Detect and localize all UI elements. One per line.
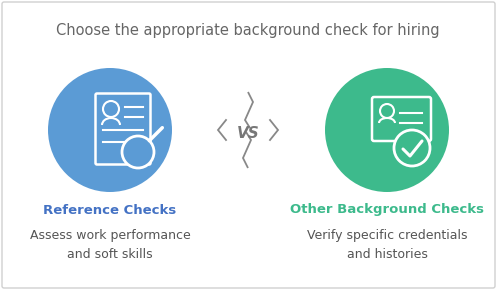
Circle shape <box>103 101 119 117</box>
Text: Verify specific credentials
and histories: Verify specific credentials and historie… <box>307 229 467 261</box>
FancyBboxPatch shape <box>372 97 431 141</box>
Text: Other Background Checks: Other Background Checks <box>290 204 484 217</box>
Text: VS: VS <box>237 126 259 140</box>
Circle shape <box>394 130 430 166</box>
Text: Choose the appropriate background check for hiring: Choose the appropriate background check … <box>56 23 440 37</box>
Circle shape <box>122 136 154 168</box>
FancyBboxPatch shape <box>95 93 151 164</box>
Text: Reference Checks: Reference Checks <box>43 204 176 217</box>
Circle shape <box>380 104 394 118</box>
Circle shape <box>325 68 449 192</box>
FancyBboxPatch shape <box>2 2 495 288</box>
Text: Assess work performance
and soft skills: Assess work performance and soft skills <box>30 229 190 261</box>
Circle shape <box>48 68 172 192</box>
